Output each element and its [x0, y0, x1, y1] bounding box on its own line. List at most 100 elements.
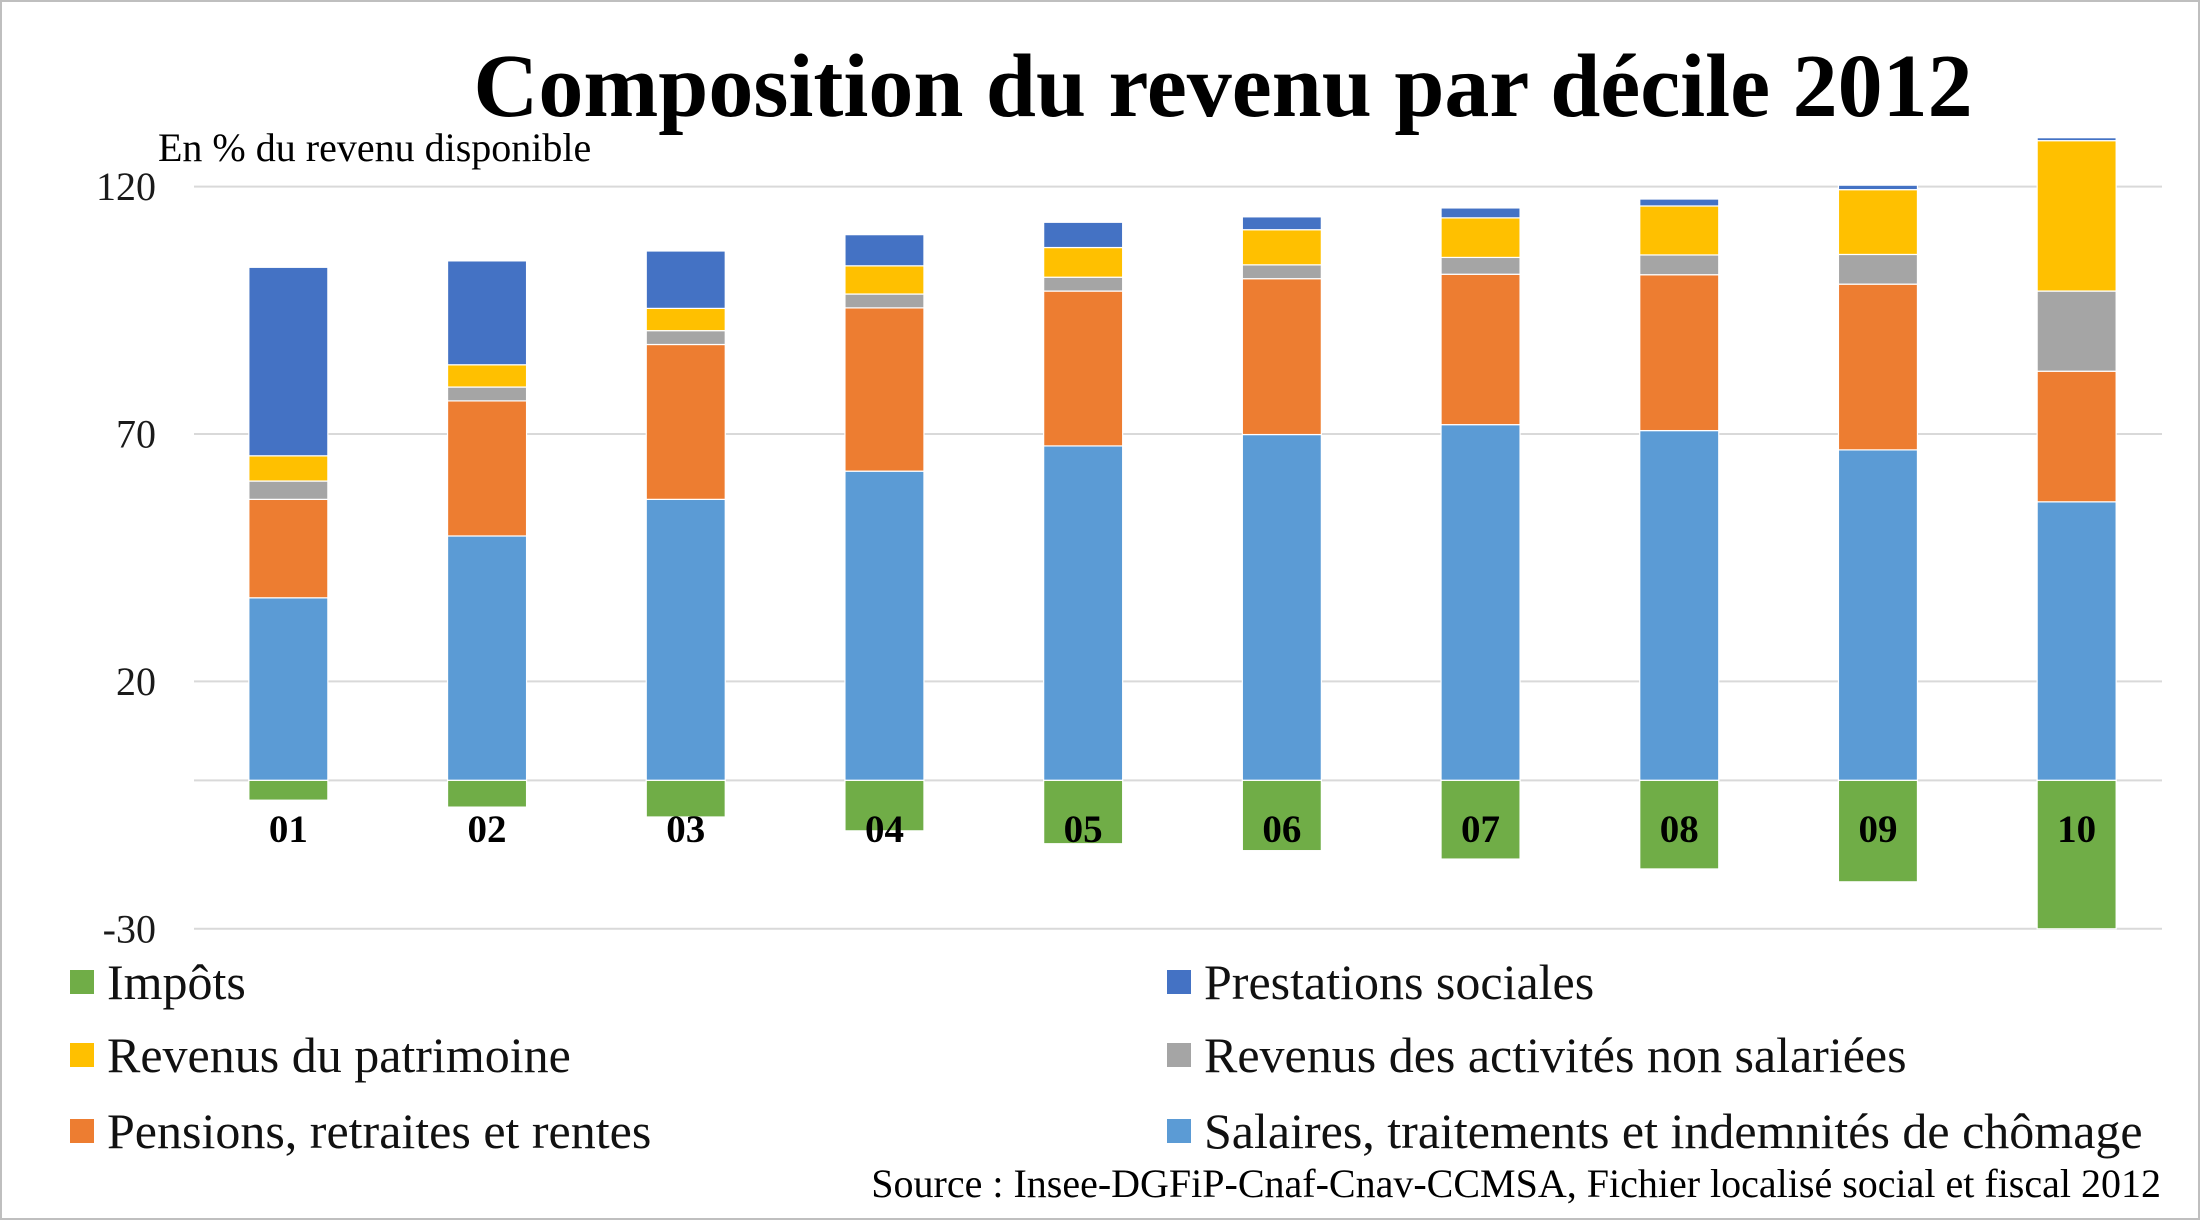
bar-pensions-retraites-et-rentes-07 [1440, 273, 1521, 426]
bars [248, 137, 2117, 930]
bar-pensions-retraites-et-rentes-10 [2036, 370, 2117, 503]
bar-revenus-du-patrimoine-04 [844, 265, 925, 295]
bar-salaires-traitements-et-indemnites-de-chomage-05 [1043, 445, 1124, 781]
bar-pensions-retraites-et-rentes-02 [446, 400, 528, 537]
bar-prestations-sociales-01 [248, 266, 329, 457]
bar-salaires-traitements-et-indemnites-de-chomage-08 [1639, 429, 1720, 781]
y-tick-label: -30 [103, 906, 156, 951]
bar-pensions-retraites-et-rentes-04 [844, 307, 925, 472]
x-tick-label: 05 [1064, 808, 1103, 851]
bar-revenus-du-patrimoine-03 [645, 307, 726, 332]
legend-item-pensions-retraites-et-rentes: Pensions, retraites et rentes [70, 1103, 651, 1159]
bar-revenus-du-patrimoine-09 [1837, 189, 1919, 256]
y-tick-label: 120 [96, 164, 156, 209]
bar-salaires-traitements-et-indemnites-de-chomage-01 [248, 597, 329, 781]
bar-impots-02 [446, 779, 528, 808]
bar-impots-04 [844, 779, 925, 832]
bar-pensions-retraites-et-rentes-08 [1639, 274, 1720, 432]
bar-revenus-des-activites-non-salariees-02 [446, 386, 528, 402]
legend-item-revenus-des-activites-non-salariees: Revenus des activités non salariées [1167, 1027, 1907, 1083]
bar-prestations-sociales-07 [1440, 207, 1521, 219]
bar-prestations-sociales-08 [1639, 198, 1720, 207]
legend-swatch [1167, 1119, 1191, 1143]
x-axis-tick-labels: 01 02 03 04 05 06 07 08 09 10 [269, 808, 2096, 851]
bar-revenus-des-activites-non-salariees-10 [2036, 290, 2117, 372]
legend-item-impots: Impôts [70, 954, 246, 1010]
bar-revenus-des-activites-non-salariees-05 [1043, 276, 1124, 292]
bar-revenus-des-activites-non-salariees-01 [248, 480, 329, 500]
y-axis-unit-label: En % du revenu disponible [158, 125, 591, 170]
bar-revenus-du-patrimoine-05 [1043, 246, 1124, 278]
bar-salaires-traitements-et-indemnites-de-chomage-03 [645, 498, 726, 781]
bar-revenus-des-activites-non-salariees-04 [844, 293, 925, 309]
bar-prestations-sociales-02 [446, 260, 528, 366]
bar-prestations-sociales-05 [1043, 221, 1124, 249]
y-tick-label: 70 [116, 412, 156, 457]
legend-label: Pensions, retraites et rentes [107, 1103, 651, 1159]
bar-impots-05 [1043, 779, 1124, 845]
bar-prestations-sociales-04 [844, 234, 925, 267]
x-tick-label: 03 [666, 808, 705, 851]
bar-pensions-retraites-et-rentes-01 [248, 498, 329, 599]
bar-salaires-traitements-et-indemnites-de-chomage-10 [2036, 501, 2117, 781]
legend-label: Revenus du patrimoine [107, 1027, 571, 1083]
bar-pensions-retraites-et-rentes-05 [1043, 290, 1124, 447]
bar-revenus-du-patrimoine-01 [248, 455, 329, 482]
bar-revenus-des-activites-non-salariees-09 [1837, 253, 1919, 285]
bar-revenus-des-activites-non-salariees-07 [1440, 256, 1521, 275]
bar-pensions-retraites-et-rentes-06 [1241, 278, 1322, 436]
bar-revenus-des-activites-non-salariees-06 [1241, 264, 1322, 280]
bar-prestations-sociales-10 [2036, 137, 2117, 142]
bar-revenus-des-activites-non-salariees-08 [1639, 254, 1720, 276]
legend-swatch [70, 970, 94, 994]
legend: Impôts Prestations sociales Revenus du pat… [70, 954, 2143, 1159]
bar-salaires-traitements-et-indemnites-de-chomage-02 [446, 535, 528, 781]
legend-item-salaires-traitements-et-indemnites-de-chomage: Salaires, traitements et indemnités de c… [1167, 1103, 2143, 1159]
bar-revenus-du-patrimoine-07 [1440, 217, 1521, 259]
legend-swatch [1167, 1043, 1191, 1067]
legend-label: Impôts [107, 954, 246, 1010]
x-tick-label: 02 [468, 808, 507, 851]
legend-swatch [1167, 970, 1191, 994]
bar-pensions-retraites-et-rentes-03 [645, 343, 726, 500]
bar-revenus-des-activites-non-salariees-03 [645, 330, 726, 346]
bar-impots-06 [1241, 779, 1322, 852]
bar-revenus-du-patrimoine-08 [1639, 205, 1720, 256]
legend-item-revenus-du-patrimoine: Revenus du patrimoine [70, 1027, 571, 1083]
bar-salaires-traitements-et-indemnites-de-chomage-07 [1440, 424, 1521, 781]
x-tick-label: 06 [1262, 808, 1301, 851]
legend-item-prestations-sociales: Prestations sociales [1167, 954, 1594, 1010]
bar-salaires-traitements-et-indemnites-de-chomage-04 [844, 470, 925, 781]
x-tick-label: 07 [1461, 808, 1500, 851]
legend-swatch [70, 1043, 94, 1067]
x-tick-label: 04 [865, 808, 904, 851]
bar-impots-09 [1837, 779, 1919, 883]
y-tick-label: 20 [116, 659, 156, 704]
bar-impots-10 [2036, 779, 2117, 930]
y-axis-tick-labels: 120 70 20 -30 [96, 164, 156, 951]
legend-label: Revenus des activités non salariées [1204, 1027, 1907, 1083]
chart-title: Composition du revenu par décile 2012 [473, 37, 1972, 136]
bar-impots-03 [645, 779, 726, 818]
bar-impots-01 [248, 779, 329, 801]
legend-label: Salaires, traitements et indemnités de c… [1204, 1103, 2143, 1159]
bar-salaires-traitements-et-indemnites-de-chomage-06 [1241, 433, 1322, 781]
bar-prestations-sociales-09 [1837, 184, 1919, 191]
legend-label: Prestations sociales [1204, 954, 1594, 1010]
bar-prestations-sociales-06 [1241, 216, 1322, 231]
bar-impots-08 [1639, 779, 1720, 870]
bar-revenus-du-patrimoine-10 [2036, 140, 2117, 292]
bar-revenus-du-patrimoine-06 [1241, 229, 1322, 266]
bar-salaires-traitements-et-indemnites-de-chomage-09 [1837, 449, 1919, 781]
legend-swatch [70, 1119, 94, 1143]
bar-revenus-du-patrimoine-02 [446, 364, 528, 388]
bar-pensions-retraites-et-rentes-09 [1837, 283, 1919, 451]
x-tick-label: 01 [269, 808, 308, 851]
source-note: Source : Insee-DGFiP-Cnaf-Cnav-CCMSA, Fi… [871, 1161, 2161, 1206]
x-tick-label: 08 [1660, 808, 1699, 851]
bar-prestations-sociales-03 [645, 250, 726, 309]
x-tick-label: 09 [1858, 808, 1897, 851]
x-tick-label: 10 [2057, 808, 2096, 851]
